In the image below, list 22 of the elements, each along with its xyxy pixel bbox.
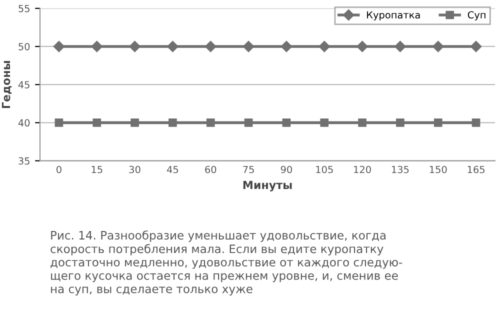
- legend-label: Суп: [468, 11, 486, 20]
- x-tick-label: 135: [392, 166, 409, 174]
- x-tick-label: 105: [316, 166, 333, 174]
- text: Рис. 14. Разнообразие уменьшает удовольствие, когда скорость потребления мала. Если вы едите куропатку достаточно медленно, удовольствие от каждого следую- щего кусочка остается на прежнем уровне, и, сменив ее на суп, вы сделаете только хуже: [50, 230, 402, 296]
- y-tick-label: 40: [18, 119, 30, 127]
- x-tick-label: 30: [129, 166, 140, 174]
- x-tick-label: 150: [430, 166, 447, 174]
- x-tick-label: 45: [167, 166, 178, 174]
- y-tick-label: 55: [18, 4, 30, 12]
- y-tick-label: 35: [18, 157, 30, 165]
- y-tick-label: 50: [18, 42, 30, 50]
- y-axis-title: Гедоны: [2, 61, 12, 108]
- legend-label: Куропатка: [367, 11, 420, 20]
- x-tick-label: 120: [354, 166, 371, 174]
- x-tick-label: 0: [56, 166, 62, 174]
- x-tick-label: 90: [280, 166, 292, 174]
- x-tick-label: 60: [205, 166, 216, 174]
- x-tick-label: 75: [243, 166, 254, 174]
- x-tick-label: 165: [468, 166, 484, 174]
- y-tick-label: 45: [18, 81, 30, 88]
- x-axis-title: Минуты: [243, 180, 292, 192]
- x-tick-label: 15: [92, 166, 102, 174]
